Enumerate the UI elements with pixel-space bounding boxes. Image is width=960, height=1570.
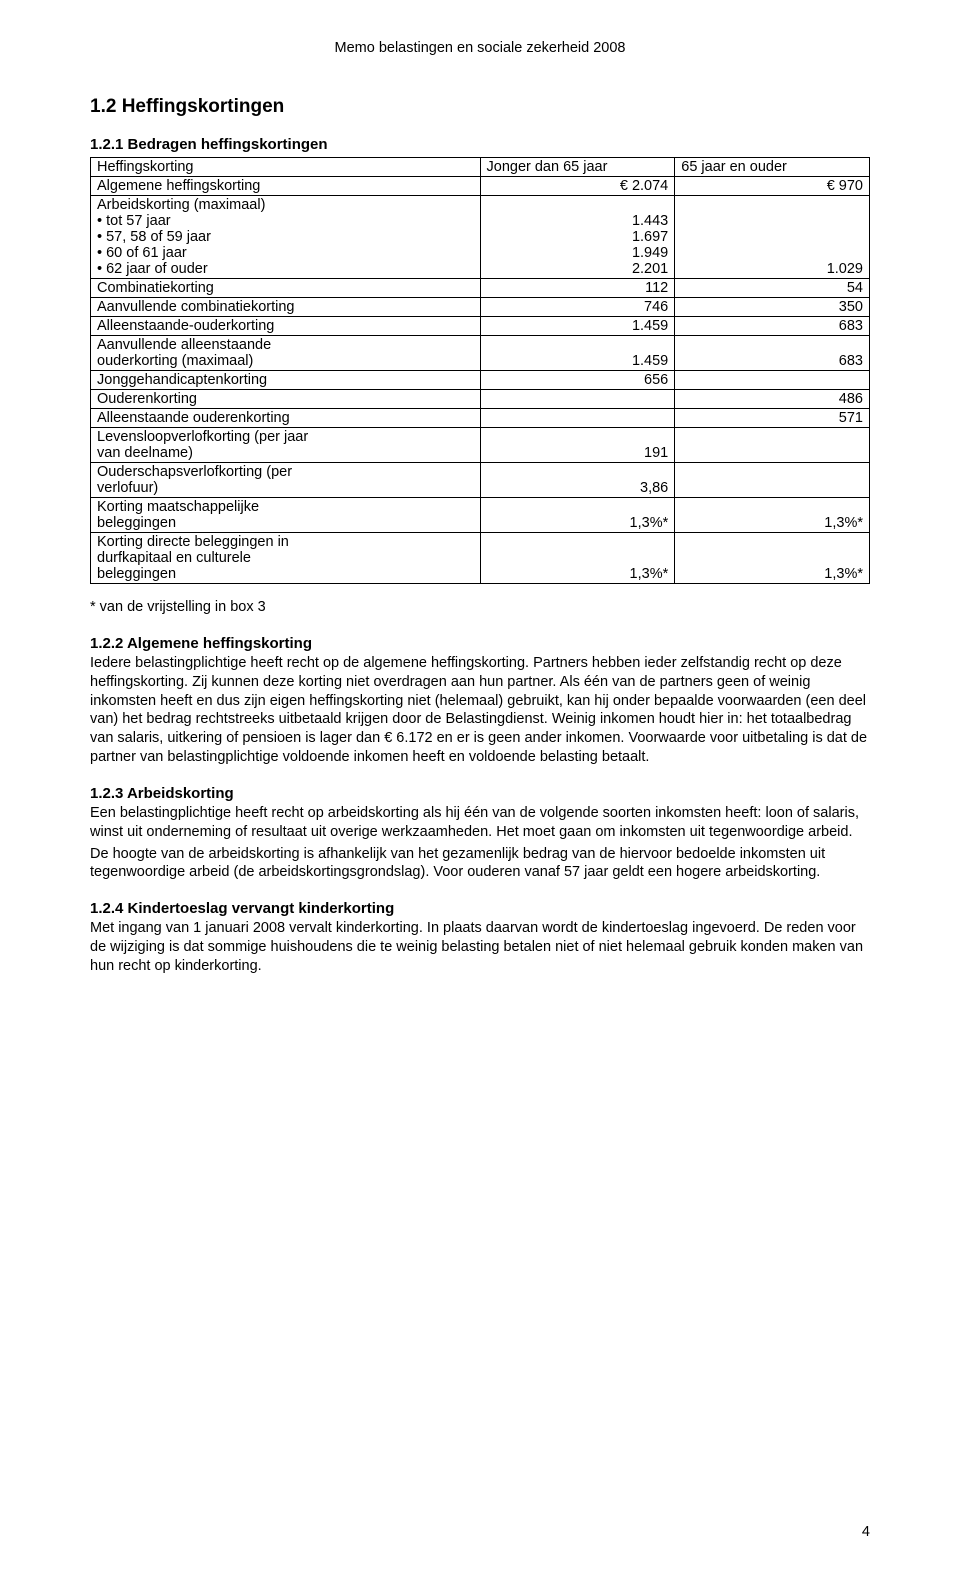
table-cell-value: [480, 409, 675, 428]
table-cell-label: Korting maatschappelijkebeleggingen: [91, 498, 481, 533]
table-cell-label: Ouderenkorting: [91, 390, 481, 409]
table-footnote: * van de vrijstelling in box 3: [90, 598, 870, 617]
table-cell-value: 3,86: [480, 463, 675, 498]
table-cell-label: Ouderschapsverlofkorting (perverlofuur): [91, 463, 481, 498]
table-cell-value: 1,3%*: [675, 533, 870, 584]
table-cell-label: Aanvullende combinatiekorting: [91, 298, 481, 317]
table-cell-label: Aanvullende alleenstaandeouderkorting (m…: [91, 336, 481, 371]
table-cell-value: 1.4431.6971.9492.201: [480, 196, 675, 279]
section-1-2-2-body: Iedere belastingplichtige heeft recht op…: [90, 654, 870, 767]
section-1-2-3-body: Een belastingplichtige heeft recht op ar…: [90, 804, 870, 882]
table-cell-value: 683: [675, 336, 870, 371]
paragraph: De hoogte van de arbeidskorting is afhan…: [90, 845, 870, 883]
table-cell-value: € 970: [675, 177, 870, 196]
section-1-2-1-title: 1.2.1 Bedragen heffingskortingen: [90, 136, 870, 153]
paragraph: Een belastingplichtige heeft recht op ar…: [90, 804, 870, 842]
table-cell-value: 1,3%*: [480, 498, 675, 533]
table-cell-value: [675, 428, 870, 463]
table-cell-label: Alleenstaande ouderenkorting: [91, 409, 481, 428]
section-1-2-4-title: 1.2.4 Kindertoeslag vervangt kinderkorti…: [90, 900, 870, 917]
table-cell-value: 656: [480, 371, 675, 390]
table-cell-value: 1.459: [480, 336, 675, 371]
table-cell-value: 1.029: [675, 196, 870, 279]
table-cell-value: [480, 390, 675, 409]
table-cell-value: 486: [675, 390, 870, 409]
table-cell-value: 1,3%*: [480, 533, 675, 584]
table-cell-label: Algemene heffingskorting: [91, 177, 481, 196]
table-cell-label: Levensloopverlofkorting (per jaarvan dee…: [91, 428, 481, 463]
table-cell-value: 350: [675, 298, 870, 317]
table-cell-label: Arbeidskorting (maximaal)• tot 57 jaar• …: [91, 196, 481, 279]
heffingskortingen-table: HeffingskortingJonger dan 65 jaar65 jaar…: [90, 157, 870, 584]
table-header-col: 65 jaar en ouder: [675, 158, 870, 177]
table-header-label: Heffingskorting: [91, 158, 481, 177]
table-cell-value: 191: [480, 428, 675, 463]
table-cell-value: [675, 463, 870, 498]
section-1-2-3-title: 1.2.3 Arbeidskorting: [90, 785, 870, 802]
table-header-col: Jonger dan 65 jaar: [480, 158, 675, 177]
table-cell-value: € 2.074: [480, 177, 675, 196]
table-cell-label: Alleenstaande-ouderkorting: [91, 317, 481, 336]
section-1-2-4-body: Met ingang van 1 januari 2008 vervalt ki…: [90, 919, 870, 976]
section-1-2-2-title: 1.2.2 Algemene heffingskorting: [90, 635, 870, 652]
document-page: Memo belastingen en sociale zekerheid 20…: [0, 0, 960, 1570]
table-cell-label: Jonggehandicaptenkorting: [91, 371, 481, 390]
table-cell-value: 1.459: [480, 317, 675, 336]
table-cell-value: 54: [675, 279, 870, 298]
table-cell-value: [675, 371, 870, 390]
table-cell-label: Korting directe beleggingen indurfkapita…: [91, 533, 481, 584]
table-cell-value: 1,3%*: [675, 498, 870, 533]
table-cell-value: 571: [675, 409, 870, 428]
page-number: 4: [862, 1524, 870, 1540]
document-header: Memo belastingen en sociale zekerheid 20…: [90, 40, 870, 56]
table-cell-label: Combinatiekorting: [91, 279, 481, 298]
table-cell-value: 112: [480, 279, 675, 298]
table-cell-value: 683: [675, 317, 870, 336]
section-1-2-title: 1.2 Heffingskortingen: [90, 96, 870, 118]
table-cell-value: 746: [480, 298, 675, 317]
